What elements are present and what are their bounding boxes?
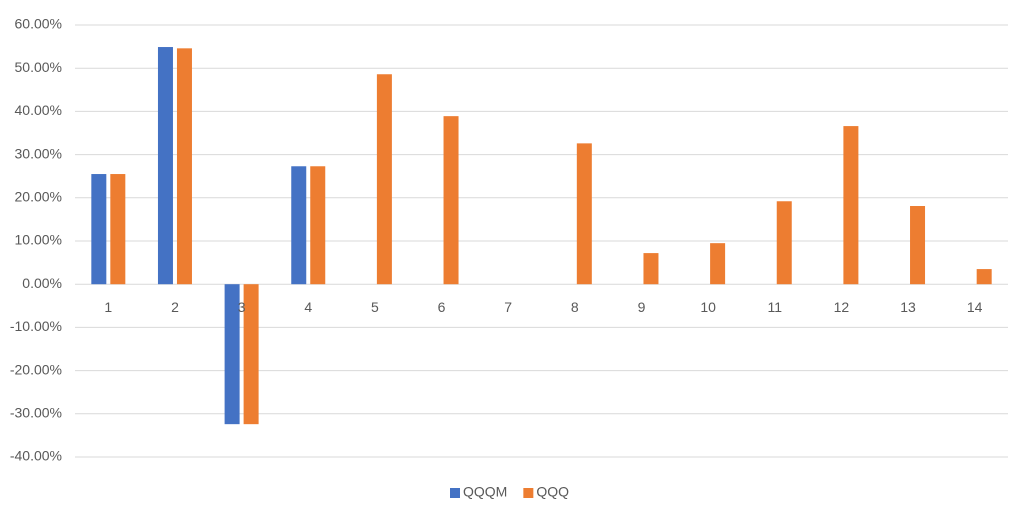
bar xyxy=(843,126,859,285)
x-tick-label: 8 xyxy=(571,299,579,315)
bar xyxy=(157,47,173,285)
x-tick-label: 1 xyxy=(104,299,112,315)
x-tick-label: 10 xyxy=(700,299,716,315)
x-tick-label: 14 xyxy=(967,299,983,315)
y-tick-label: -30.00% xyxy=(10,405,62,421)
x-tick-label: 2 xyxy=(171,299,179,315)
legend-label: QQQM xyxy=(463,484,507,500)
legend-swatch xyxy=(523,488,534,498)
x-tick-label: 13 xyxy=(900,299,916,315)
x-tick-label: 6 xyxy=(438,299,446,315)
bar xyxy=(910,206,926,285)
y-tick-label: 60.00% xyxy=(15,16,62,32)
legend-label: QQQ xyxy=(536,484,569,500)
bar xyxy=(643,253,659,285)
x-tick-label: 5 xyxy=(371,299,379,315)
y-tick-label: 30.00% xyxy=(15,145,62,161)
y-tick-label: -40.00% xyxy=(10,448,62,464)
x-tick-label: 12 xyxy=(834,299,850,315)
y-tick-label: 0.00% xyxy=(22,275,62,291)
y-tick-label: -10.00% xyxy=(10,318,62,334)
bar xyxy=(776,201,792,285)
x-tick-label: 7 xyxy=(504,299,512,315)
y-tick-label: 10.00% xyxy=(15,232,62,248)
bar xyxy=(576,143,592,285)
bar xyxy=(243,284,259,425)
bar xyxy=(91,174,107,285)
bar xyxy=(291,166,307,285)
bar xyxy=(110,174,126,285)
bar xyxy=(443,116,459,285)
y-tick-label: 20.00% xyxy=(15,189,62,205)
y-tick-label: 50.00% xyxy=(15,59,62,75)
bar xyxy=(176,48,192,285)
x-tick-label: 9 xyxy=(638,299,646,315)
bar xyxy=(224,284,240,425)
x-tick-label: 4 xyxy=(304,299,312,315)
bar xyxy=(376,74,392,285)
x-tick-label: 11 xyxy=(767,299,782,315)
bar xyxy=(710,243,726,285)
bar xyxy=(310,166,326,285)
bar xyxy=(976,269,992,285)
x-tick-label: 3 xyxy=(238,299,246,315)
y-tick-label: -20.00% xyxy=(10,361,62,377)
legend-swatch xyxy=(450,488,460,498)
y-tick-label: 40.00% xyxy=(15,102,62,118)
